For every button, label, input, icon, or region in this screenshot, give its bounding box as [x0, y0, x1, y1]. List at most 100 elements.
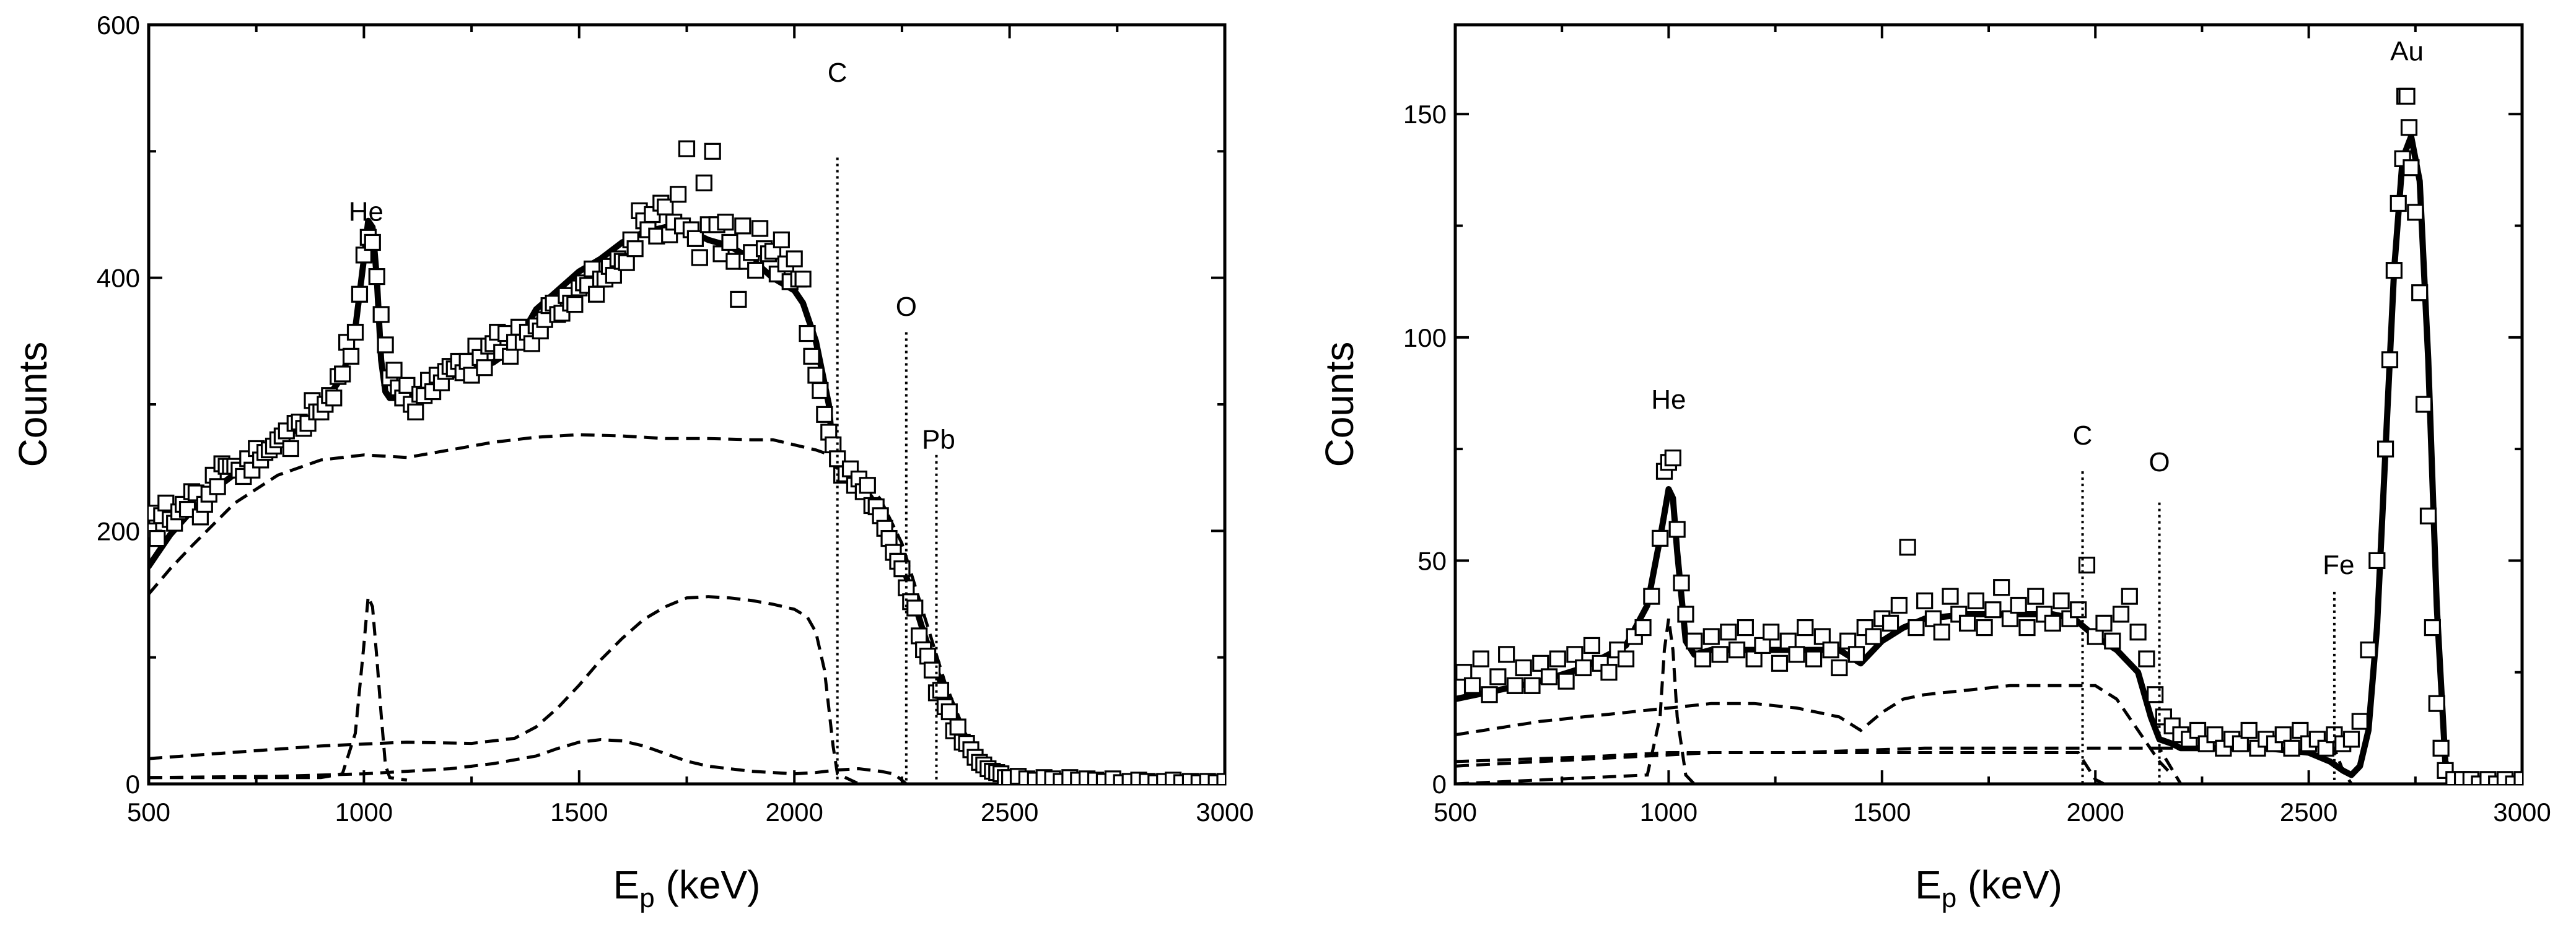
data-point — [2400, 119, 2418, 136]
peak-label-c: C — [2073, 420, 2093, 451]
data-point — [1822, 641, 1839, 659]
x-tick-label: 2000 — [2066, 798, 2124, 827]
data-point — [1899, 539, 1916, 556]
data-point — [1711, 646, 1728, 663]
data-point — [1540, 668, 1558, 685]
x-tick-label: 2000 — [765, 798, 823, 827]
data-point — [372, 306, 390, 323]
data-point — [2398, 87, 2416, 105]
data-point — [1831, 659, 1848, 677]
y-tick-label: 400 — [97, 264, 140, 293]
peak-label-c: C — [828, 58, 848, 88]
data-point — [2087, 628, 2104, 645]
x-tick-label: 1000 — [335, 798, 393, 827]
data-point — [2283, 739, 2300, 757]
data-layer — [1455, 87, 2522, 784]
data-point — [1515, 659, 1532, 677]
peak-label-fe: Fe — [2323, 550, 2354, 580]
data-point — [1617, 650, 1635, 668]
panel-left: 500 1000 1500 2000 2500 3000 0 200 400 600 Ep (keV… — [11, 11, 1254, 913]
data-point — [2394, 150, 2411, 167]
data-point — [1779, 632, 1797, 650]
data-point — [2403, 159, 2420, 176]
component-line-3 — [1455, 751, 2105, 784]
data-point — [364, 233, 381, 251]
x-tick-label: 1000 — [1640, 798, 1698, 827]
data-point — [1882, 614, 1899, 632]
data-point — [626, 240, 644, 258]
data-point — [2317, 739, 2334, 757]
data-point — [911, 627, 928, 645]
data-point — [1694, 650, 1712, 668]
peak-label-o: O — [2149, 447, 2170, 477]
data-point — [2240, 721, 2258, 739]
data-point — [1984, 601, 2002, 619]
x-tick-label: 3000 — [1196, 798, 1253, 827]
panel-right: 500 1000 1500 2000 2500 3000 0 50 100 150 Ep (keV)… — [1317, 23, 2551, 913]
data-point — [1634, 619, 1652, 637]
data-point — [2415, 396, 2433, 413]
data-point — [2001, 610, 2019, 627]
data-point — [2129, 624, 2147, 641]
peak-label-o: O — [896, 292, 917, 322]
data-layer — [149, 140, 1225, 784]
data-point — [1655, 463, 1673, 480]
data-point — [2044, 614, 2061, 632]
data-point — [149, 529, 166, 547]
component-line-4 — [1455, 746, 2183, 784]
y-tick-label: 600 — [97, 11, 140, 40]
data-point — [794, 271, 812, 288]
x-tick-label: 1500 — [1853, 798, 1911, 827]
y-tick-label: 100 — [1403, 323, 1447, 352]
data-point — [1993, 579, 2010, 596]
data-point — [342, 347, 360, 365]
data-point — [1916, 592, 1934, 609]
data-point — [859, 477, 876, 494]
data-point — [1455, 664, 1473, 681]
peak-label-pb: Pb — [922, 425, 955, 455]
data-point — [1673, 574, 1690, 592]
data-point — [2232, 735, 2249, 752]
data-point — [2052, 592, 2070, 609]
data-point — [1847, 646, 1865, 663]
data-point — [398, 376, 416, 394]
data-point — [1763, 624, 1780, 641]
data-point — [786, 250, 803, 267]
data-point — [1745, 650, 1763, 668]
data-point — [949, 718, 966, 736]
data-point — [717, 214, 734, 231]
data-point — [1643, 588, 1660, 605]
data-point — [2010, 596, 2027, 614]
data-point — [2274, 726, 2292, 744]
y-tick-label: 50 — [1417, 546, 1447, 575]
data-point — [523, 335, 540, 352]
data-point — [1788, 646, 1805, 663]
data-point — [1523, 677, 1541, 694]
data-point — [2432, 739, 2450, 757]
data-point — [1664, 449, 1681, 467]
data-point — [2360, 641, 2377, 659]
data-point — [2121, 588, 2138, 605]
data-point — [2377, 440, 2394, 458]
data-point — [1771, 654, 1789, 672]
data-point — [751, 220, 769, 237]
data-point — [1566, 646, 1584, 663]
data-point — [2095, 614, 2113, 632]
data-point — [2385, 262, 2403, 279]
data-point — [923, 661, 941, 679]
data-point — [1532, 654, 1549, 672]
data-point — [1481, 686, 1498, 703]
x-tick-label: 2500 — [2280, 798, 2337, 827]
data-point — [730, 290, 747, 308]
y-axis-title: Counts — [1317, 342, 1362, 468]
data-point — [704, 142, 721, 160]
data-point — [502, 347, 519, 365]
data-point — [1728, 641, 1746, 659]
data-point — [2513, 771, 2522, 784]
data-point — [1797, 619, 1814, 637]
component-line-2 — [149, 596, 408, 782]
data-point — [282, 440, 299, 458]
data-point — [940, 703, 958, 721]
data-point — [880, 529, 898, 547]
